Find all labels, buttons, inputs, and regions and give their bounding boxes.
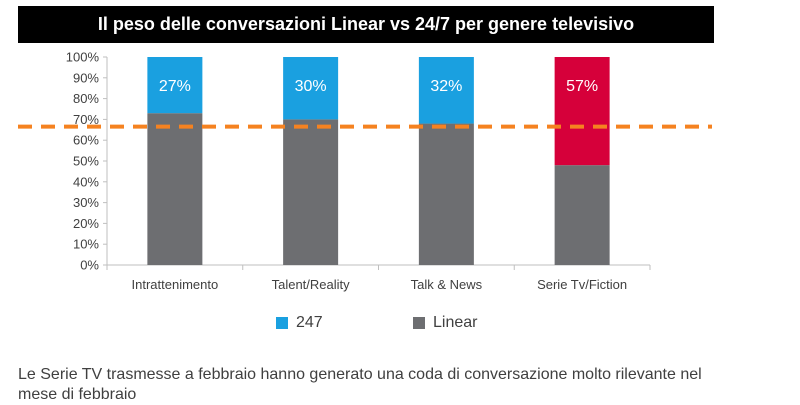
y-tick-label: 10% bbox=[73, 237, 99, 252]
legend-label-247: 247 bbox=[296, 314, 323, 331]
legend-item-247: 247 bbox=[276, 314, 323, 332]
y-tick-label: 40% bbox=[73, 174, 99, 189]
bar-linear bbox=[418, 123, 474, 265]
data-label: 30% bbox=[295, 78, 327, 95]
legend-swatch-linear bbox=[413, 317, 425, 329]
y-tick-label: 0% bbox=[80, 258, 99, 273]
bar-linear bbox=[283, 119, 339, 266]
data-label: 57% bbox=[566, 78, 598, 95]
y-tick-label: 90% bbox=[73, 70, 99, 85]
bar-247 bbox=[283, 57, 339, 120]
bar-247 bbox=[418, 57, 474, 124]
y-tick-label: 30% bbox=[73, 195, 99, 210]
bar-247 bbox=[554, 57, 610, 166]
category-label: Intrattenimento bbox=[132, 277, 219, 292]
y-tick-label: 20% bbox=[73, 216, 99, 231]
bar-linear bbox=[554, 165, 610, 265]
data-label: 32% bbox=[430, 78, 462, 95]
legend: 247 Linear bbox=[0, 314, 800, 338]
y-tick-label: 50% bbox=[73, 154, 99, 169]
y-tick-label: 80% bbox=[73, 91, 99, 106]
legend-item-linear: Linear bbox=[413, 314, 477, 332]
caption-text: Le Serie TV trasmesse a febbraio hanno g… bbox=[18, 366, 702, 403]
bar-247 bbox=[147, 57, 203, 114]
legend-swatch-247 bbox=[276, 317, 288, 329]
data-label: 27% bbox=[159, 78, 191, 95]
bar-linear bbox=[147, 113, 203, 265]
chart-title: Il peso delle conversazioni Linear vs 24… bbox=[18, 6, 714, 43]
category-label: Talent/Reality bbox=[272, 277, 351, 292]
stacked-bar-chart: 0% 10% 20% 30% 40% 50% 60% 70% 80% 90% 100% 27% Intr… bbox=[18, 50, 712, 292]
y-tick-label: 70% bbox=[73, 112, 99, 127]
legend-label-linear: Linear bbox=[433, 314, 478, 331]
category-label: Serie Tv/Fiction bbox=[537, 277, 627, 292]
y-tick-label: 60% bbox=[73, 133, 99, 148]
y-tick-label: 100% bbox=[66, 50, 100, 65]
category-label: Talk & News bbox=[411, 277, 483, 292]
